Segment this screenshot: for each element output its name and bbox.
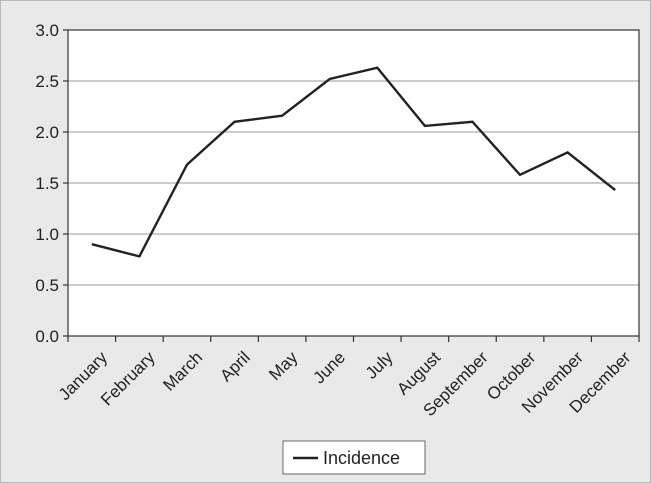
y-tick-label-0: 0.0: [35, 327, 59, 346]
x-tick-label-6: July: [362, 348, 397, 383]
x-tick-label-5: June: [310, 348, 350, 388]
x-tick-label-2: March: [159, 348, 206, 395]
y-tick-label-6: 3.0: [35, 21, 59, 40]
x-tick-label-4: May: [265, 348, 301, 384]
y-tick-label-2: 1.0: [35, 225, 59, 244]
x-tick-label-3: April: [216, 348, 253, 385]
y-axis: 0.0 0.5 1.0 1.5 2.0 2.5 3.0: [35, 21, 68, 346]
legend: Incidence: [282, 440, 426, 475]
y-tick-label-1: 0.5: [35, 276, 59, 295]
plot-border: [67, 29, 640, 337]
y-tick-label-4: 2.0: [35, 123, 59, 142]
y-tick-label-5: 2.5: [35, 72, 59, 91]
legend-label-incidence: Incidence: [323, 448, 400, 468]
series-line-incidence: [91, 66, 616, 258]
grid-lines: [68, 80, 639, 286]
y-tick-label-3: 1.5: [35, 174, 59, 193]
